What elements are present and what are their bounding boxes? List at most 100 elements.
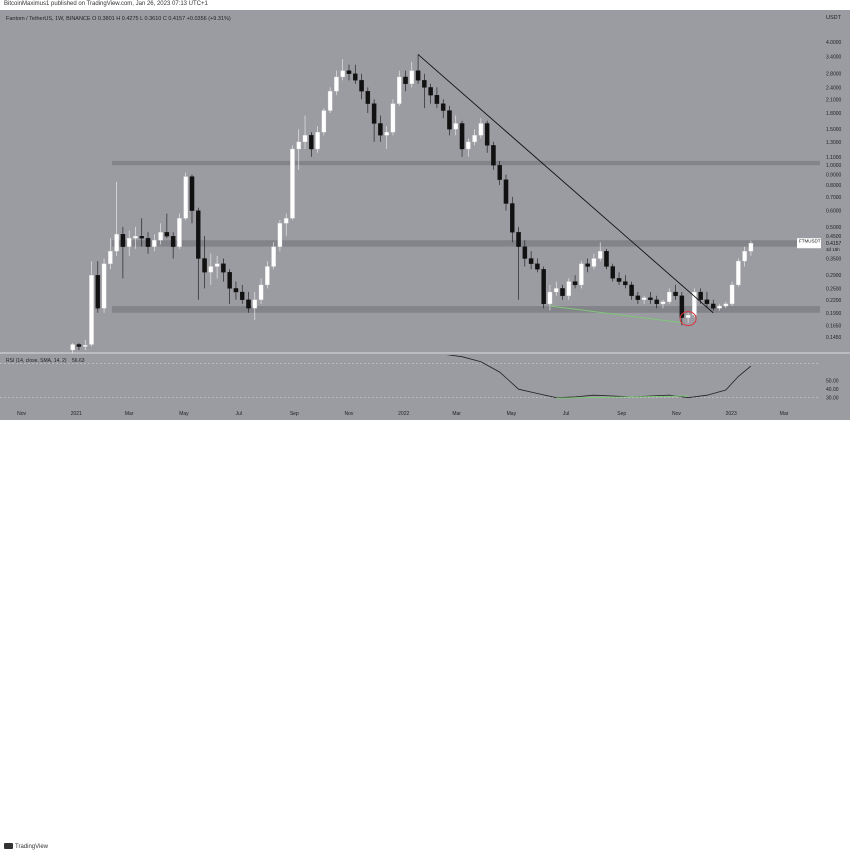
candle-body — [553, 288, 559, 293]
y-tick-label: 1.1000 — [826, 155, 842, 161]
candle-body — [126, 238, 132, 247]
candle-body — [428, 87, 433, 96]
published-bar: BitcoinMaximus1 published on TradingView… — [0, 0, 850, 10]
x-tick-label: Mar — [780, 411, 789, 417]
candle-body — [371, 103, 377, 124]
tradingview-brand[interactable]: TradingView — [4, 843, 48, 851]
x-tick-label: 2021 — [71, 411, 82, 417]
candle-body — [82, 345, 88, 347]
candle-body — [510, 203, 515, 233]
candle-body — [704, 299, 710, 305]
y-tick-label: 0.9000 — [826, 173, 842, 179]
candle-body — [296, 141, 302, 150]
descending-trendline — [417, 54, 714, 314]
y-tick-label: 1.3000 — [826, 140, 842, 146]
support-resistance-zone — [112, 160, 820, 166]
current-price-countdown: 3d 18h — [826, 247, 840, 252]
candle-body — [736, 260, 741, 286]
candle-body — [101, 263, 107, 309]
candle-body — [660, 301, 666, 305]
candle-body — [673, 291, 678, 296]
rsi-divergence-line — [556, 395, 689, 399]
candle-body — [158, 232, 163, 241]
candle-body — [422, 80, 427, 88]
candle-body — [641, 297, 647, 300]
candle-body — [227, 272, 232, 289]
price-pane: 4.0000 3.4000 2.8000 2.4000 2.1000 1.8000 1.50… — [70, 40, 842, 354]
candle-body — [133, 236, 138, 239]
candle-body — [340, 70, 345, 78]
tradingview-logo-icon — [4, 843, 13, 850]
rsi-tick-label: 40.00 — [826, 387, 839, 393]
candle-body — [390, 103, 396, 133]
candle-body — [177, 218, 182, 247]
candle-body — [145, 238, 151, 247]
y-tick-label: 1.5000 — [826, 127, 842, 133]
rsi-tick-label: 50.00 — [826, 379, 839, 385]
y-tick-label: 0.4500 — [826, 234, 842, 240]
candle-body — [202, 258, 207, 273]
x-tick-label: Nov — [672, 411, 681, 417]
candle-body — [654, 299, 659, 305]
y-tick-label: 0.3500 — [826, 257, 842, 263]
candle-body — [604, 251, 609, 267]
y-tick-label: 0.1450 — [826, 335, 842, 341]
candle-body — [547, 291, 553, 305]
candle-body — [114, 234, 119, 252]
candle-body — [466, 141, 471, 150]
rsi-tick-label: 30.00 — [826, 396, 839, 402]
candle-body — [170, 236, 176, 247]
support-resistance-zone — [112, 306, 820, 313]
published-text: BitcoinMaximus1 published on TradingView… — [4, 1, 208, 7]
candle-body — [89, 275, 94, 345]
candle-body — [648, 297, 653, 300]
candle-body — [183, 176, 188, 219]
candle-body — [76, 344, 82, 347]
candle-body — [729, 284, 735, 305]
candle-body — [214, 263, 220, 267]
rsi-legend: RSI (14, close, SMA, 14, 2) — [6, 358, 67, 364]
candle-body — [246, 299, 251, 309]
candle-body — [378, 123, 383, 136]
footer-bar: TradingView — [0, 420, 850, 850]
y-tick-label: 0.7000 — [826, 195, 842, 201]
y-tick-label: 0.1900 — [826, 311, 842, 317]
x-tick-label: 2023 — [726, 411, 737, 417]
candle-body — [679, 295, 685, 318]
candle-body — [365, 91, 371, 104]
candle-body — [522, 246, 528, 259]
candle-body — [597, 251, 603, 259]
candle-body — [321, 110, 327, 133]
candle-body — [434, 95, 440, 104]
candle-body — [710, 303, 716, 309]
candle-body — [353, 73, 358, 81]
candle-body — [258, 284, 264, 300]
candle-body — [692, 291, 697, 316]
x-tick-label: Nov — [345, 411, 354, 417]
candle-body — [252, 299, 258, 309]
current-price-symbol: FTMUSDT — [799, 239, 821, 244]
candle-body — [742, 251, 747, 262]
chart-area[interactable]: 4.0000 3.4000 2.8000 2.4000 2.1000 1.8000 1.50… — [0, 10, 850, 420]
support-resistance-zone — [112, 240, 820, 247]
x-axis: Nov 2021 Mar May Jul Sep Nov 2022 Mar May Jul Sep No… — [0, 407, 850, 419]
x-tick-label: Sep — [290, 411, 299, 417]
candle-body — [309, 135, 314, 150]
candle-body — [315, 132, 320, 150]
candle-body — [70, 344, 75, 351]
candle-body — [566, 281, 572, 296]
candle-body — [459, 123, 465, 150]
candle-body — [579, 263, 584, 286]
candle-body — [271, 246, 276, 267]
y-tick-label: 2.1000 — [826, 97, 842, 103]
candle-body — [384, 132, 389, 136]
y-tick-label: 0.1650 — [826, 323, 842, 329]
candle-body — [635, 295, 641, 300]
y-tick-label: 1.8000 — [826, 111, 842, 117]
x-tick-label: Nov — [17, 411, 26, 417]
candle-body — [290, 148, 295, 219]
candle-body — [497, 165, 502, 180]
y-tick-label: 0.5000 — [826, 225, 842, 231]
candle-body — [164, 232, 170, 237]
candle-body — [516, 232, 521, 247]
